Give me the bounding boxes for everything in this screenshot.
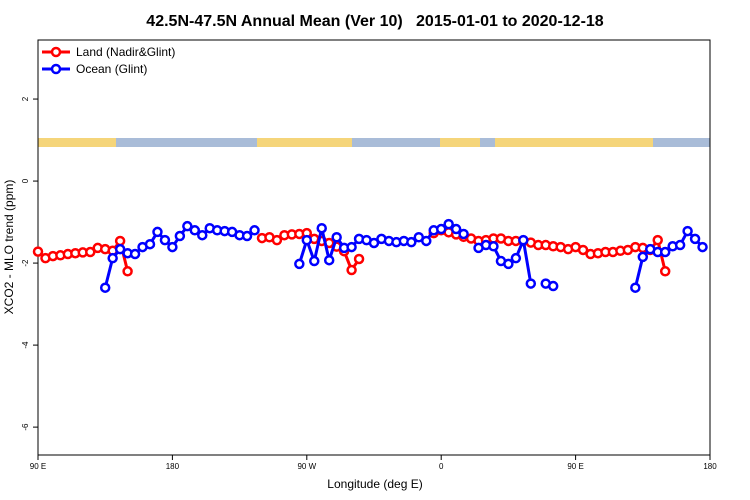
y-tick-label: -6 xyxy=(21,423,30,431)
data-point xyxy=(316,222,327,234)
x-tick-label: 0 xyxy=(439,462,444,471)
data-point xyxy=(249,225,260,236)
data-point xyxy=(368,237,380,249)
data-point xyxy=(659,246,671,258)
data-point xyxy=(114,243,126,255)
chart-title: 42.5N-47.5N Annual Mean (Ver 10) 2015-01… xyxy=(146,13,604,30)
data-point xyxy=(435,223,447,235)
data-point xyxy=(32,246,44,257)
data-point xyxy=(85,246,96,258)
data-point xyxy=(458,228,469,240)
data-point xyxy=(652,234,663,246)
data-point xyxy=(346,241,357,253)
y-tick-label: -2 xyxy=(21,259,30,267)
data-point xyxy=(659,266,671,277)
data-point xyxy=(167,241,178,253)
x-tick-label: 90 E xyxy=(30,462,46,471)
data-point xyxy=(323,254,335,266)
legend-marker xyxy=(50,63,62,75)
data-point xyxy=(637,251,649,263)
legend-label: Ocean (Glint) xyxy=(76,62,147,76)
data-point xyxy=(353,253,365,265)
data-point xyxy=(107,252,118,264)
data-point xyxy=(114,235,126,247)
data-point xyxy=(577,244,589,256)
y-axis-label: XCO2 - MLO trend (ppm) xyxy=(2,180,16,315)
legend-marker xyxy=(50,46,62,58)
data-point xyxy=(271,234,283,246)
data-point xyxy=(294,258,305,270)
data-point xyxy=(547,280,559,292)
data-point xyxy=(689,233,701,245)
data-point xyxy=(346,264,357,276)
data-point xyxy=(630,282,641,293)
data-point xyxy=(129,248,141,260)
data-point xyxy=(241,230,253,242)
data-point xyxy=(697,241,708,253)
data-point xyxy=(122,266,133,277)
x-axis-label: Longitude (deg E) xyxy=(327,477,422,491)
data-point xyxy=(421,235,432,247)
y-tick-label: -4 xyxy=(21,341,30,349)
data-point xyxy=(309,255,320,267)
y-tick-label: 2 xyxy=(21,96,30,101)
data-point xyxy=(182,220,193,232)
data-point xyxy=(144,238,156,250)
data-point xyxy=(174,230,186,242)
x-tick-label: 180 xyxy=(703,462,717,471)
data-point xyxy=(674,239,686,251)
data-point xyxy=(197,229,208,241)
land-mask-bar xyxy=(38,138,710,147)
x-tick-label: 90 W xyxy=(297,462,316,471)
data-point xyxy=(488,241,499,252)
legend-label: Land (Nadir&Glint) xyxy=(76,45,175,59)
data-point xyxy=(525,278,537,289)
x-tick-label: 180 xyxy=(166,462,180,471)
x-tick-label: 90 E xyxy=(567,462,583,471)
data-point xyxy=(406,236,417,248)
data-point xyxy=(443,218,454,230)
data-point xyxy=(518,234,529,246)
data-point xyxy=(503,258,514,270)
data-point xyxy=(450,223,462,235)
data-point xyxy=(159,234,171,246)
data-point xyxy=(189,225,201,236)
data-point xyxy=(152,226,163,238)
data-point xyxy=(682,225,693,237)
data-point xyxy=(510,252,522,264)
y-tick-label: 0 xyxy=(21,178,30,183)
data-point xyxy=(301,234,313,246)
data-point xyxy=(331,231,342,243)
data-point xyxy=(99,282,111,293)
